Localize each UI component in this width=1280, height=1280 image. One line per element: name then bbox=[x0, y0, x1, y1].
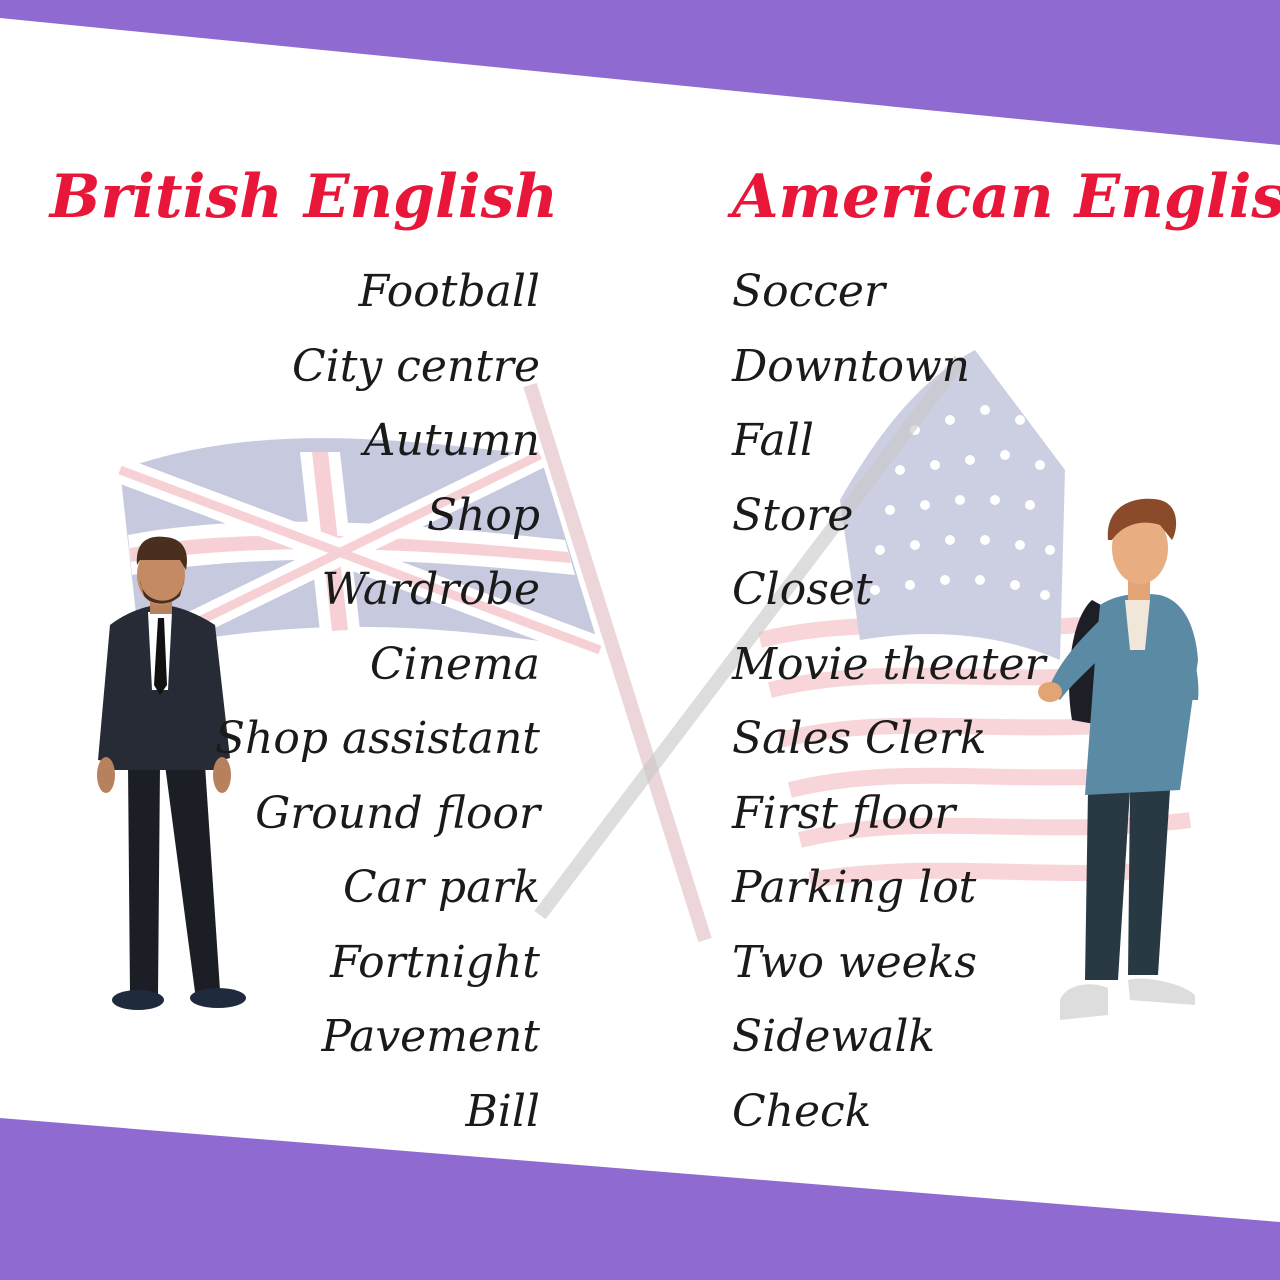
british-word: Autumn bbox=[363, 415, 540, 466]
uk-flag-pole bbox=[523, 382, 712, 943]
american-word: Parking lot bbox=[732, 862, 977, 913]
british-word: Wardrobe bbox=[321, 564, 540, 615]
american-word: Soccer bbox=[732, 266, 885, 317]
american-word: Closet bbox=[732, 564, 873, 615]
american-english-heading: American English bbox=[732, 162, 1280, 232]
british-word: Pavement bbox=[321, 1011, 540, 1062]
american-word: First floor bbox=[732, 788, 956, 839]
british-word: Ground floor bbox=[255, 788, 540, 839]
us-flag-pole bbox=[534, 355, 966, 920]
british-english-heading: British English bbox=[49, 162, 558, 232]
american-word: Movie theater bbox=[732, 639, 1046, 690]
bottom-purple-band bbox=[0, 1118, 1280, 1280]
british-word: Bill bbox=[465, 1086, 540, 1137]
uk-flag-icon bbox=[115, 438, 605, 663]
top-purple-band bbox=[0, 0, 1280, 145]
american-word: Sidewalk bbox=[732, 1011, 936, 1062]
british-word: Cinema bbox=[369, 639, 540, 690]
american-word: Fall bbox=[732, 415, 814, 466]
american-word: Check bbox=[732, 1086, 872, 1137]
british-word: Shop assistant bbox=[214, 713, 540, 764]
british-word: City centre bbox=[291, 341, 540, 392]
american-word: Two weeks bbox=[732, 937, 977, 988]
british-word: Car park bbox=[342, 862, 540, 913]
young-man-with-backpack-illustration bbox=[1038, 498, 1199, 1020]
british-word: Shop bbox=[426, 490, 540, 541]
man-in-suit-illustration bbox=[97, 536, 246, 1010]
american-word: Store bbox=[732, 490, 854, 541]
american-word: Sales Clerk bbox=[732, 713, 987, 764]
british-word: Football bbox=[358, 266, 540, 317]
british-word: Fortnight bbox=[330, 937, 540, 988]
american-word: Downtown bbox=[732, 341, 970, 392]
